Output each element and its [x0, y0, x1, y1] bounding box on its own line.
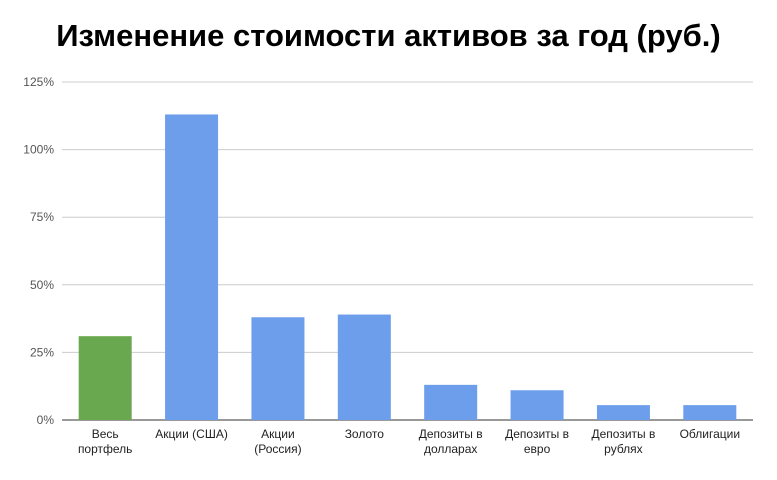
- bar: [78, 336, 132, 420]
- y-tick-label: 25%: [30, 345, 54, 359]
- x-tick-label: Акции (Россия): [254, 427, 301, 456]
- bar: [510, 390, 564, 420]
- y-axis-ticks: 0% 25% 50% 75% 100% 125%: [23, 75, 54, 427]
- y-tick-label: 50%: [30, 278, 54, 292]
- x-tick-label: Депозиты в долларах: [419, 427, 483, 456]
- y-tick-label: 0%: [37, 413, 55, 427]
- bar: [165, 114, 219, 420]
- chart-title: Изменение стоимости активов за год (руб.…: [56, 18, 721, 53]
- bar: [424, 384, 478, 420]
- y-tick-label: 100%: [23, 143, 54, 157]
- x-axis-labels: Весь портфель Акции (США) Акции (Россия) Золо…: [78, 427, 740, 456]
- x-tick-label: Весь портфель: [78, 427, 132, 456]
- bar: [596, 405, 650, 420]
- bar: [683, 405, 737, 420]
- x-tick-label: Облигации: [680, 427, 740, 441]
- bar: [337, 314, 391, 420]
- y-tick-label: 75%: [30, 210, 54, 224]
- x-tick-label: Депозиты в евро: [505, 427, 569, 456]
- bar: [251, 317, 305, 420]
- x-tick-label: Золото: [345, 427, 385, 441]
- x-tick-label: Акции (США): [155, 427, 228, 441]
- x-tick-label: Депозиты в рублях: [592, 427, 656, 456]
- bars: [78, 114, 737, 420]
- y-tick-label: 125%: [23, 75, 54, 89]
